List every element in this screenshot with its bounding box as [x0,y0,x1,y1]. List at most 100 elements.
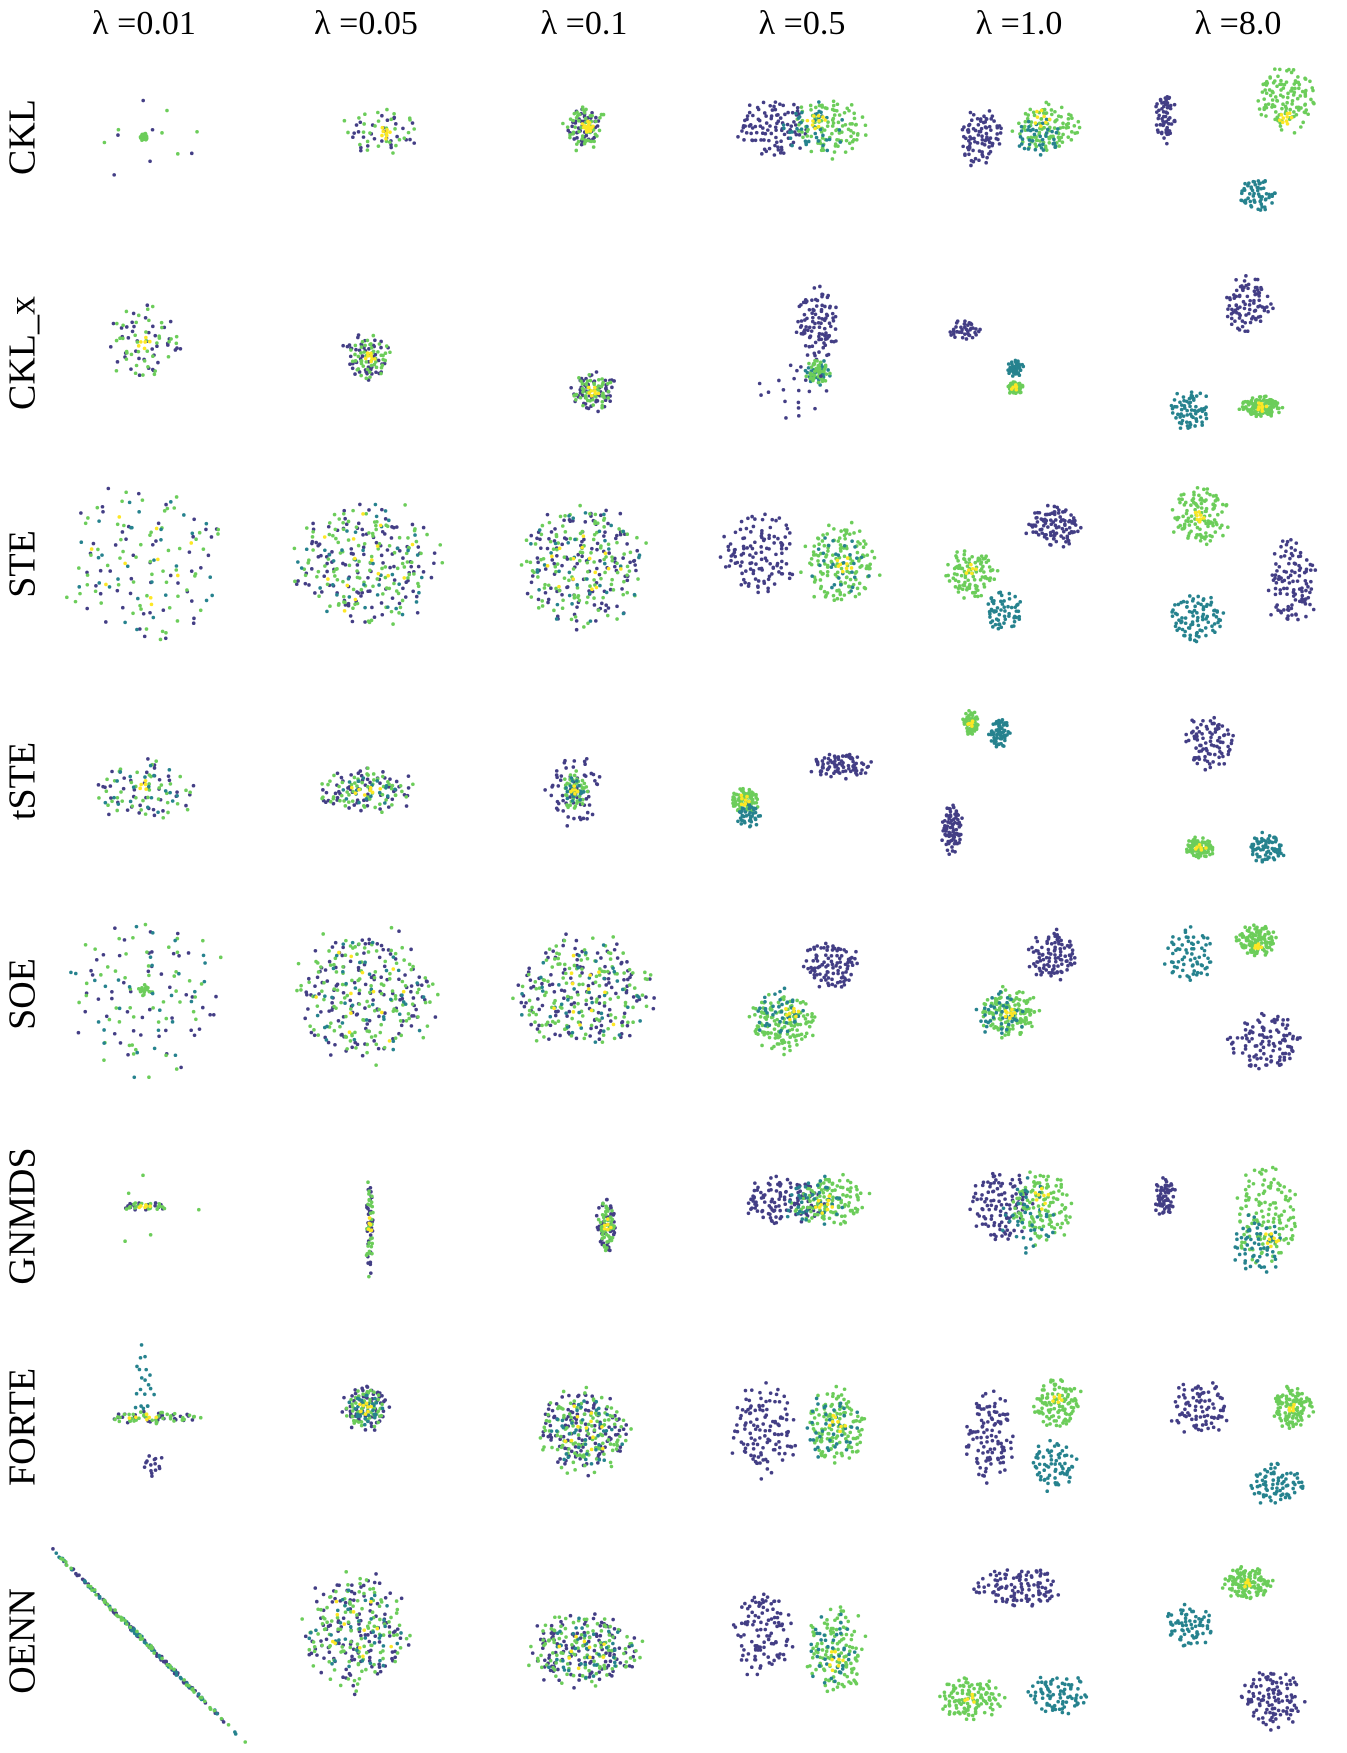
point [966,128,971,132]
point [781,151,786,155]
point [164,630,168,635]
point [1253,277,1258,282]
point [163,636,168,641]
point [605,381,610,386]
point [591,124,595,129]
point [358,120,363,125]
point [797,112,801,116]
point [1015,603,1019,607]
point [1040,137,1045,142]
point [170,1020,175,1024]
point [1220,502,1225,507]
point [380,810,384,815]
point [175,793,179,798]
point [390,783,395,788]
point [803,378,808,382]
point [1079,525,1083,530]
point [344,522,349,527]
point [1277,574,1281,579]
point [1018,368,1023,373]
panel [718,512,882,603]
point [380,566,384,571]
point [367,531,371,535]
point [1269,612,1273,617]
point [611,588,616,592]
panel [1170,485,1318,644]
point [197,530,202,535]
point [977,129,982,134]
point [776,119,781,124]
point [968,110,973,115]
point [577,815,582,820]
point [845,556,850,560]
point [146,985,150,990]
point [819,321,823,326]
point [349,773,353,777]
point [797,304,802,309]
point [565,125,570,129]
point [1292,90,1297,95]
point [106,803,110,808]
point [1256,315,1261,319]
row-label: CKL_x [2,296,44,410]
point [863,586,868,591]
point [1205,759,1210,764]
point [157,1034,161,1039]
point [432,561,436,566]
point [573,792,577,796]
point [966,568,971,572]
point [1038,134,1042,139]
point [1241,400,1246,404]
point [1160,106,1164,111]
point [554,534,559,539]
point [89,553,93,557]
point [1188,633,1193,638]
point [1186,626,1191,630]
point [839,545,844,550]
point [1246,286,1250,291]
point [394,525,399,529]
point [89,968,93,973]
point [359,145,363,150]
point [995,606,1000,610]
point [981,154,985,159]
point [357,988,362,993]
point [304,526,309,530]
point [1067,531,1072,536]
point [425,532,429,537]
point [1282,586,1286,591]
point [987,145,991,149]
point [1057,138,1062,143]
point [728,542,733,546]
point [1295,96,1300,101]
point [326,524,331,529]
point [833,327,838,331]
point [988,136,993,140]
point [214,994,218,999]
point [1188,636,1192,641]
point [585,560,590,565]
point [185,807,190,812]
point [832,598,837,603]
point [355,952,359,956]
point [767,533,771,538]
point [583,402,588,406]
point [618,532,623,537]
point [1170,508,1175,512]
point [378,1030,383,1035]
point [367,797,372,801]
point [837,536,842,540]
point [1195,517,1200,522]
point [151,807,156,812]
point [563,530,568,534]
point [1279,128,1284,132]
point [974,327,978,331]
point [580,134,585,138]
point [193,989,197,994]
point [1067,541,1071,546]
point [134,320,139,325]
point [767,146,772,151]
point [824,772,829,776]
point [189,999,194,1004]
point [801,300,806,305]
